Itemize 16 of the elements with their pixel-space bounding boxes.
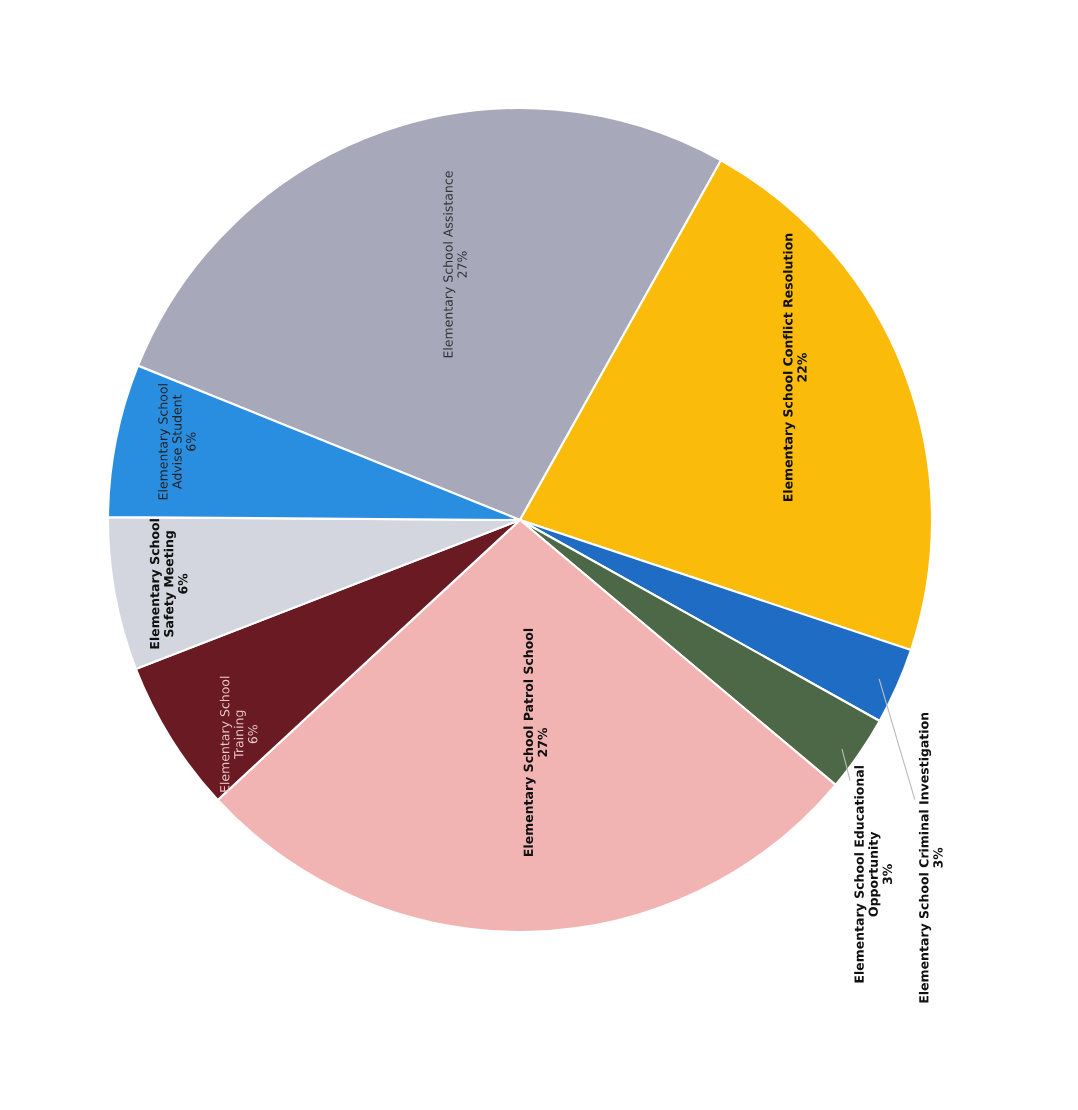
slice-label: Elementary School Safety Meeting xyxy=(149,519,176,649)
slice-label: Elementary School Criminal Investigation xyxy=(918,712,932,1003)
slice-label: Elementary School Educational Opportunity xyxy=(854,766,881,983)
data-label: 3% xyxy=(933,847,943,868)
slice-label: Elementary School Training xyxy=(219,676,246,792)
data-label: 27% xyxy=(457,251,467,278)
data-label: 6% xyxy=(186,432,196,451)
slice-label: Elementary School Advise Student xyxy=(157,384,182,500)
data-label: 6% xyxy=(248,725,258,744)
slice-label: Elementary School Assistance xyxy=(443,171,456,358)
data-label: 3% xyxy=(882,864,893,885)
data-label: 6% xyxy=(178,573,188,594)
slice-label: Elementary School Conflict Resolution xyxy=(782,233,796,502)
data-label: 22% xyxy=(797,353,807,382)
slice-label: Elementary School Patrol School xyxy=(523,628,536,856)
data-label: 27% xyxy=(537,727,548,757)
